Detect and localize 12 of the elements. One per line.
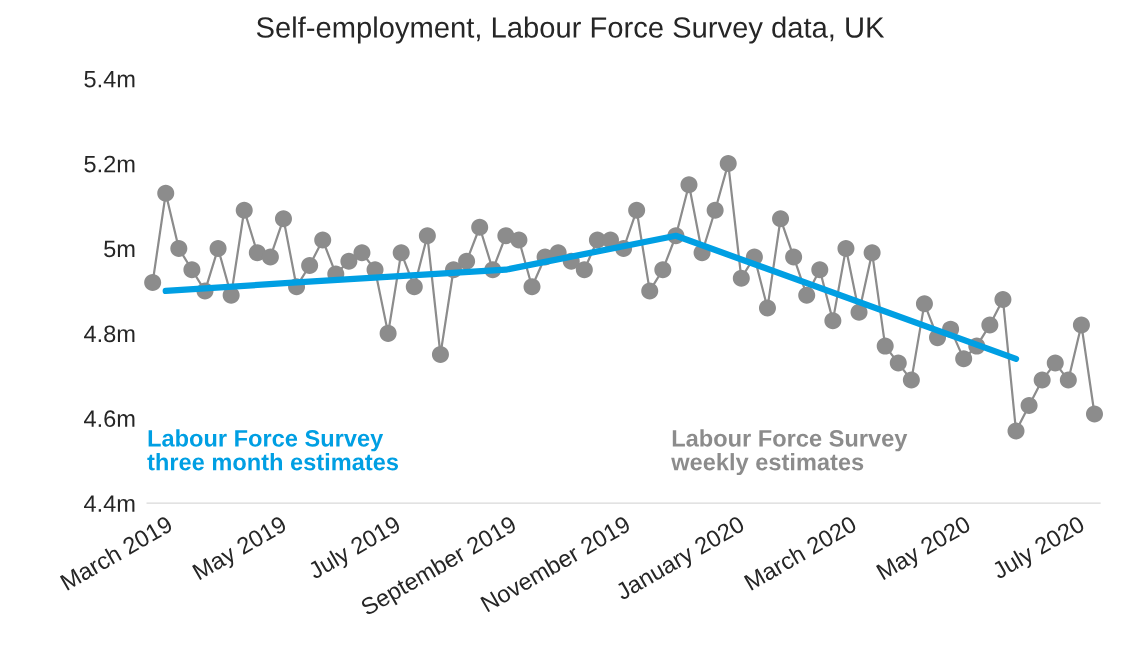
x-tick-label: May 2019 [191, 515, 290, 585]
y-tick-label: 4.6m [84, 410, 135, 428]
series-label: Labour Force Survey weekly estimates [671, 429, 908, 476]
y-tick-label: 5m [104, 240, 135, 258]
text: Labour Force Survey three month estimates [147, 429, 399, 471]
y-tick-label: 4.4m [84, 495, 135, 512]
x-tick-label: July 2020 [990, 514, 1088, 584]
x-tick-label: May 2020 [875, 515, 974, 585]
y-tick-label: 4.8m [84, 325, 135, 343]
y-tick-label: 5.2m [84, 155, 135, 173]
chart-title: Self-employment, Labour Force Survey data, UK [256, 16, 885, 44]
y-tick-label: 5.4m [84, 71, 135, 88]
